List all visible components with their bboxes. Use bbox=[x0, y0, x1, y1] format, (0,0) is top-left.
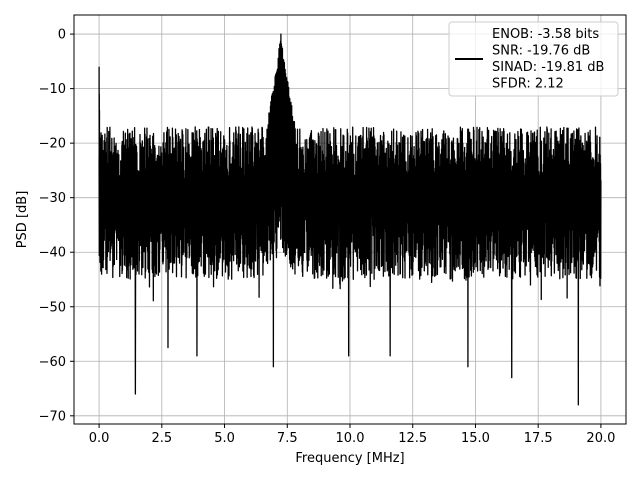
x-tick-label: 0.0 bbox=[89, 431, 110, 446]
y-tick-label: −10 bbox=[39, 82, 66, 97]
y-tick-label: −50 bbox=[39, 300, 66, 315]
x-tick-label: 7.5 bbox=[277, 431, 298, 446]
x-axis-label: Frequency [MHz] bbox=[295, 451, 404, 466]
y-tick-label: −70 bbox=[39, 409, 66, 424]
y-tick-label: −20 bbox=[39, 137, 66, 152]
x-tick-label: 17.5 bbox=[524, 431, 553, 446]
psd-trace bbox=[98, 33, 602, 406]
y-axis: 0 −10 −20 −30 −40 −50 −60 −70 bbox=[39, 28, 74, 424]
x-tick-label: 10.0 bbox=[336, 431, 365, 446]
x-tick-label: 20.0 bbox=[586, 431, 615, 446]
legend-enob-text: ENOB: -3.58 bits bbox=[492, 27, 599, 42]
psd-trace-line bbox=[98, 33, 602, 406]
y-axis-label: PSD [dB] bbox=[15, 191, 30, 249]
x-tick-label: 2.5 bbox=[151, 431, 172, 446]
x-tick-label: 5.0 bbox=[214, 431, 235, 446]
legend-box bbox=[448, 21, 619, 97]
x-axis: 0.0 2.5 5.0 7.5 10.0 12.5 15.0 17.5 20.0 bbox=[89, 424, 615, 446]
x-tick-label: 12.5 bbox=[398, 431, 427, 446]
legend-snr-text: SNR: -19.76 dB bbox=[492, 44, 590, 59]
legend: ENOB: -3.58 bits SNR: -19.76 dB SINAD: -… bbox=[448, 21, 619, 97]
y-tick-label: 0 bbox=[58, 28, 66, 43]
x-tick-label: 15.0 bbox=[461, 431, 490, 446]
legend-sinad-text: SINAD: -19.81 dB bbox=[492, 60, 604, 75]
y-tick-label: −30 bbox=[39, 191, 66, 206]
y-tick-label: −40 bbox=[39, 246, 66, 261]
legend-sfdr-text: SFDR: 2.12 bbox=[492, 77, 564, 92]
y-tick-label: −60 bbox=[39, 355, 66, 370]
